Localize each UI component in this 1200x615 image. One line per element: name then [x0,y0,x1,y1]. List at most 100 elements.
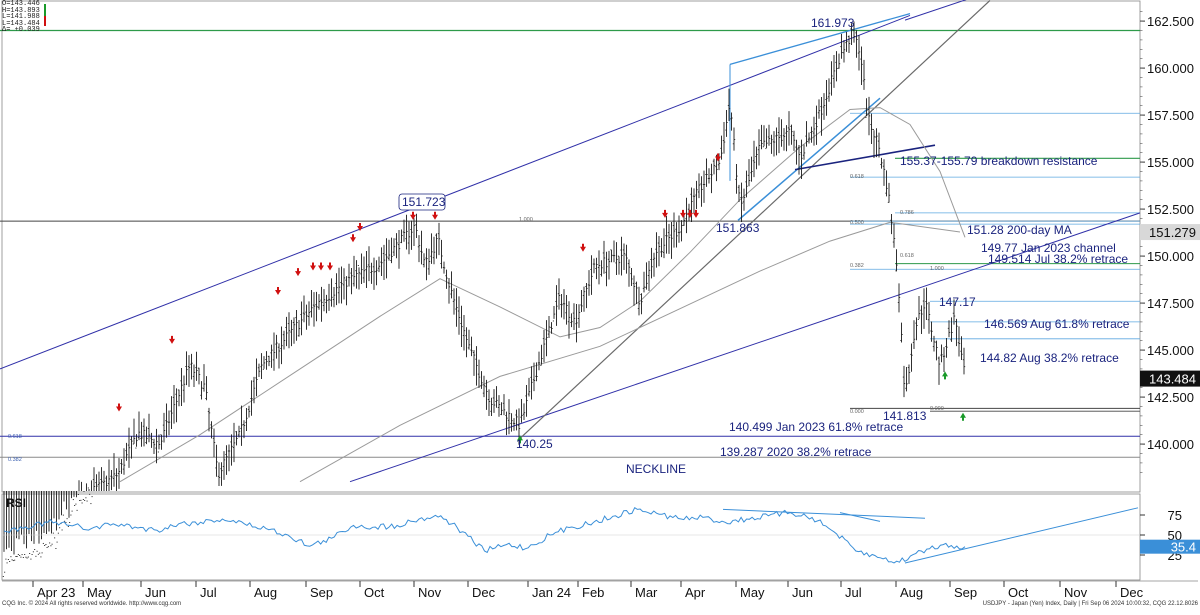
rsi-current-box [1140,539,1200,554]
date-tick-label: Jan 24 [532,585,571,600]
top-channel-line [729,12,911,65]
rsi-divergence-upper [722,508,926,519]
annotation-label: 151.723 [402,195,446,209]
rsi-support-line [904,507,1139,564]
down-arrow [410,211,416,220]
date-tick-label: Nov [418,585,442,600]
ohlc-change: Δ= +0.039 [2,26,40,35]
ohlc-low: L=141.988 [2,13,40,22]
ma-200-line [299,221,961,483]
ohlc-up-mark [44,4,46,16]
annotation-label: 141.813 [883,409,927,423]
annotation-label: 149.514 Jul 38.2% retrace [988,252,1128,266]
date-tick-label: Sep [310,585,333,600]
footer-instrument: USDJPY - Japan (Yen) Index, Daily | Fri … [982,601,1198,607]
price-tick-label: 145.000 [1147,343,1194,358]
ohlc-readout: O=143.446 H=143.893 L=141.988 L=143.484 … [2,1,46,35]
rsi-label: RSI [6,496,26,510]
up-arrow [942,371,948,380]
up-arrow [517,435,523,444]
annotation-label: NECKLINE [626,462,686,476]
down-arrow [357,223,363,232]
annotation-label: 144.82 Aug 38.2% retrace [980,351,1119,365]
date-tick-label: Aug [900,585,923,600]
annotation-label: 146.569 Aug 61.8% retrace [984,317,1130,331]
down-arrow [432,211,438,220]
rsi-tick-label: 75 [1168,508,1182,523]
fib-level-label: 0.618 [900,253,914,259]
price-tick-label: 142.500 [1147,390,1194,405]
down-arrow [662,209,668,218]
fib-level-label: 0.000 [930,406,944,412]
date-tick-label: Apr [685,585,706,600]
ohlc-down-mark [44,16,46,26]
down-arrow [680,209,686,218]
annotation-label: 140.25 [516,437,553,451]
price-tick-label: 162.500 [1147,14,1194,29]
annotation-label: 149.77 Jan 2023 channel [981,241,1116,255]
price-tick-label: 147.500 [1147,296,1194,311]
price-tick-label: 150.000 [1147,249,1194,264]
breakdown-line [794,144,936,171]
ma200-price-label: 151.279 [1149,225,1196,240]
down-arrow [116,403,122,412]
trendline-grey [519,0,991,439]
date-tick-label: Jul [845,585,862,600]
date-tick-label: Nov [1064,585,1088,600]
annotation-label: 151.28 200-day MA [967,223,1072,237]
ohlc-open: O=143.446 [2,0,40,8]
footer-copyright: CQG Inc. © 2024 All rights reserved worl… [2,601,182,607]
current-price-box [1140,370,1200,387]
rsi-divergence-short [839,512,881,522]
price-tick-label: 157.500 [1147,108,1194,123]
date-tick-label: May [740,585,765,600]
price-bars [2,21,966,577]
annotation-label: 161.973 [811,16,855,30]
date-tick-label: Dec [472,585,496,600]
date-tick-label: Mar [635,585,658,600]
annotation-label: 151.863 [716,221,760,235]
down-arrow [715,153,721,162]
down-arrow [169,335,175,344]
annotation-label: 155.37-155.79 breakdown resistance [900,154,1098,168]
fib-level-label: 0.382 [8,457,22,463]
fib-level-label: 0.000 [850,409,864,415]
ohlc-high: H=143.893 [2,6,40,15]
date-tick-label: Oct [364,585,385,600]
rsi-current-label: 35.4 [1171,540,1196,555]
up-arrow [960,412,966,421]
down-arrow [580,243,586,252]
date-tick-label: Feb [582,585,604,600]
down-arrow [310,262,316,271]
date-tick-label: Sep [954,585,977,600]
date-tick-label: Jun [792,585,813,600]
rsi-panel [1,493,1141,581]
annotation-label: 139.287 2020 38.2% retrace [720,445,872,459]
annotation-label: 147.17 [939,295,976,309]
price-panel [1,0,1141,493]
fib-level-label: 0.500 [850,220,864,226]
price-tick-label: 152.500 [1147,202,1194,217]
rising-support-line [737,97,881,221]
date-tick-label: May [87,585,112,600]
date-tick-label: Aug [254,585,277,600]
fib-level-label: 1.000 [930,266,944,272]
price-axis-bg [1141,1,1199,600]
fib-level-label: 0.618 [850,174,864,180]
down-arrow [693,209,699,218]
down-arrow [350,234,356,243]
down-arrow [687,209,693,218]
rsi-tick-label: 50 [1168,528,1182,543]
current-price-label: 143.484 [1149,372,1196,387]
down-arrow [327,262,333,271]
down-arrow [318,262,324,271]
fib-level-label: 0.382 [850,263,864,269]
price-tick-label: 140.000 [1147,437,1194,452]
price-tick-label: 160.000 [1147,61,1194,76]
channel-lower-line [349,212,1141,483]
channel-upper-line [0,14,911,370]
date-tick-label: Oct [1008,585,1029,600]
fib-level-label: 0.786 [900,210,914,216]
